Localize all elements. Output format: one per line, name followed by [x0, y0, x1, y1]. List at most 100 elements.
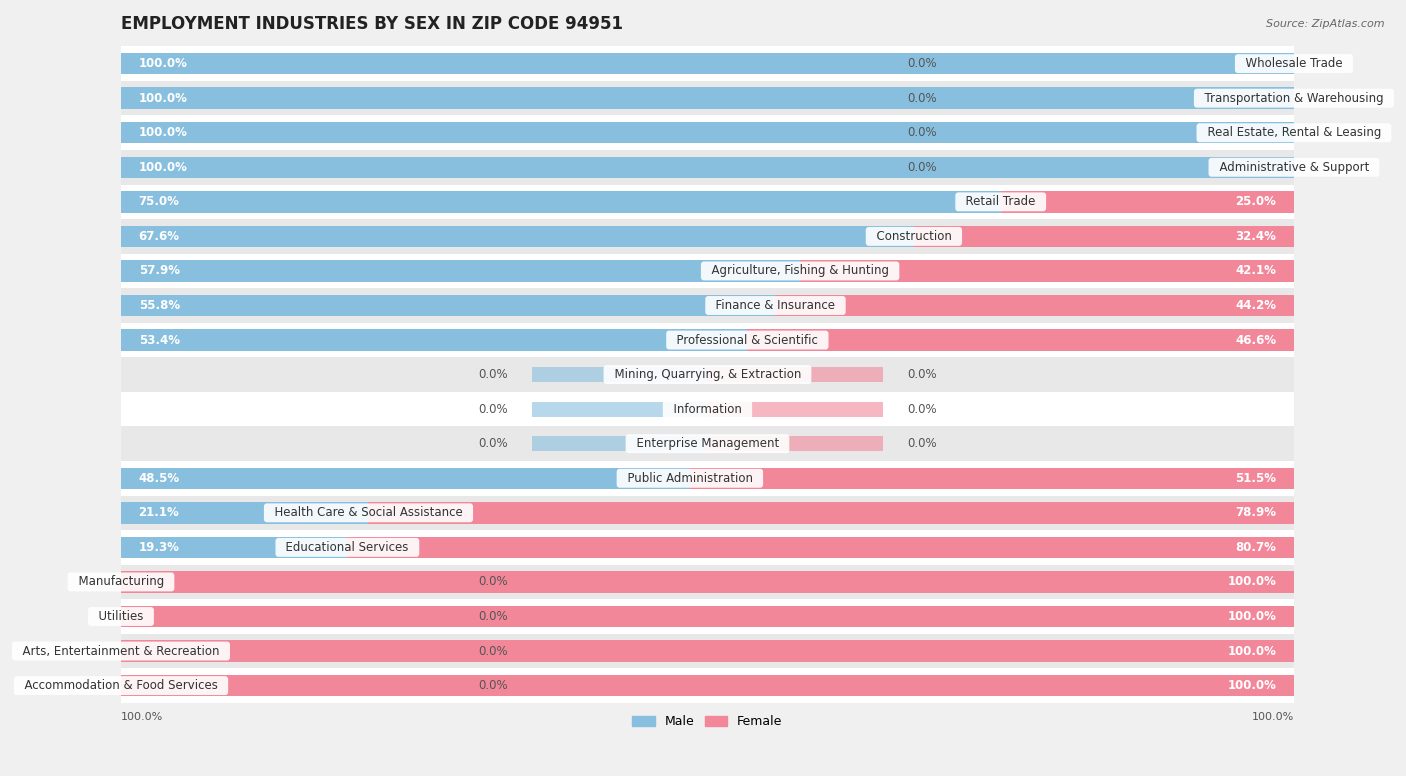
Bar: [914, 226, 1294, 247]
Text: Public Administration: Public Administration: [620, 472, 761, 485]
Bar: [121, 116, 1294, 150]
Bar: [121, 288, 1294, 323]
Bar: [800, 260, 1294, 282]
Text: Professional & Scientific: Professional & Scientific: [669, 334, 825, 347]
Text: 53.4%: 53.4%: [139, 334, 180, 347]
Text: 100.0%: 100.0%: [1227, 576, 1277, 588]
Bar: [121, 530, 1294, 565]
Bar: [121, 53, 1294, 74]
Bar: [121, 634, 1294, 668]
Bar: [121, 461, 1294, 496]
Bar: [531, 436, 707, 451]
Text: 0.0%: 0.0%: [907, 126, 936, 139]
Text: Mining, Quarrying, & Extraction: Mining, Quarrying, & Extraction: [606, 368, 808, 381]
Text: 100.0%: 100.0%: [139, 57, 187, 70]
Text: 0.0%: 0.0%: [907, 92, 936, 105]
Text: Real Estate, Rental & Leasing: Real Estate, Rental & Leasing: [1199, 126, 1388, 139]
Text: Utilities: Utilities: [91, 610, 150, 623]
Bar: [121, 496, 1294, 530]
Text: 0.0%: 0.0%: [478, 437, 508, 450]
Text: Accommodation & Food Services: Accommodation & Food Services: [17, 679, 225, 692]
Bar: [121, 565, 1294, 599]
Text: Wholesale Trade: Wholesale Trade: [1237, 57, 1350, 70]
Text: Health Care & Social Assistance: Health Care & Social Assistance: [267, 506, 470, 519]
Text: Retail Trade: Retail Trade: [959, 196, 1043, 208]
Text: 0.0%: 0.0%: [907, 403, 936, 416]
Text: 100.0%: 100.0%: [1227, 679, 1277, 692]
Text: 75.0%: 75.0%: [139, 196, 180, 208]
Bar: [121, 295, 776, 316]
Bar: [121, 357, 1294, 392]
Text: 0.0%: 0.0%: [478, 645, 508, 657]
Text: 0.0%: 0.0%: [907, 368, 936, 381]
Text: 44.2%: 44.2%: [1236, 299, 1277, 312]
Text: 100.0%: 100.0%: [1251, 712, 1294, 722]
Text: Finance & Insurance: Finance & Insurance: [709, 299, 842, 312]
Text: 0.0%: 0.0%: [907, 161, 936, 174]
Text: Transportation & Warehousing: Transportation & Warehousing: [1197, 92, 1391, 105]
Text: Construction: Construction: [869, 230, 959, 243]
Bar: [121, 571, 1294, 593]
Text: EMPLOYMENT INDUSTRIES BY SEX IN ZIP CODE 94951: EMPLOYMENT INDUSTRIES BY SEX IN ZIP CODE…: [121, 15, 623, 33]
Bar: [121, 537, 347, 558]
Bar: [121, 675, 1294, 696]
Text: 21.1%: 21.1%: [139, 506, 180, 519]
Bar: [531, 367, 707, 382]
Bar: [121, 668, 1294, 703]
Text: 78.9%: 78.9%: [1236, 506, 1277, 519]
Text: 19.3%: 19.3%: [139, 541, 180, 554]
Bar: [690, 468, 1294, 489]
Text: 42.1%: 42.1%: [1236, 265, 1277, 278]
Bar: [1001, 191, 1294, 213]
Text: 51.5%: 51.5%: [1236, 472, 1277, 485]
Bar: [121, 502, 368, 524]
Text: 25.0%: 25.0%: [1236, 196, 1277, 208]
Text: 100.0%: 100.0%: [1227, 610, 1277, 623]
Text: 57.9%: 57.9%: [139, 265, 180, 278]
Text: 0.0%: 0.0%: [478, 610, 508, 623]
Text: Arts, Entertainment & Recreation: Arts, Entertainment & Recreation: [15, 645, 226, 657]
Text: Manufacturing: Manufacturing: [70, 576, 172, 588]
Bar: [121, 226, 914, 247]
Text: 46.6%: 46.6%: [1236, 334, 1277, 347]
Text: 100.0%: 100.0%: [121, 712, 163, 722]
Text: Enterprise Management: Enterprise Management: [628, 437, 786, 450]
Bar: [121, 88, 1294, 109]
Bar: [531, 402, 707, 417]
Text: 55.8%: 55.8%: [139, 299, 180, 312]
Bar: [707, 402, 883, 417]
Text: 100.0%: 100.0%: [139, 92, 187, 105]
Text: 67.6%: 67.6%: [139, 230, 180, 243]
Bar: [121, 157, 1294, 178]
Text: 0.0%: 0.0%: [478, 576, 508, 588]
Bar: [121, 640, 1294, 662]
Text: 48.5%: 48.5%: [139, 472, 180, 485]
Text: Administrative & Support: Administrative & Support: [1212, 161, 1376, 174]
Text: 0.0%: 0.0%: [907, 57, 936, 70]
Bar: [121, 329, 748, 351]
Bar: [121, 81, 1294, 116]
Text: 80.7%: 80.7%: [1236, 541, 1277, 554]
Bar: [121, 219, 1294, 254]
Text: 100.0%: 100.0%: [139, 161, 187, 174]
Bar: [121, 468, 690, 489]
Text: 0.0%: 0.0%: [907, 437, 936, 450]
Bar: [121, 150, 1294, 185]
Bar: [121, 260, 800, 282]
Text: Information: Information: [666, 403, 749, 416]
Bar: [776, 295, 1294, 316]
Text: 0.0%: 0.0%: [478, 679, 508, 692]
Bar: [121, 47, 1294, 81]
Bar: [121, 122, 1294, 144]
Bar: [121, 185, 1294, 219]
Text: 32.4%: 32.4%: [1236, 230, 1277, 243]
Text: Agriculture, Fishing & Hunting: Agriculture, Fishing & Hunting: [704, 265, 897, 278]
Bar: [347, 537, 1294, 558]
Bar: [121, 606, 1294, 627]
Text: Educational Services: Educational Services: [278, 541, 416, 554]
Bar: [707, 367, 883, 382]
Bar: [121, 599, 1294, 634]
Text: 100.0%: 100.0%: [1227, 645, 1277, 657]
Text: 0.0%: 0.0%: [478, 403, 508, 416]
Bar: [368, 502, 1294, 524]
